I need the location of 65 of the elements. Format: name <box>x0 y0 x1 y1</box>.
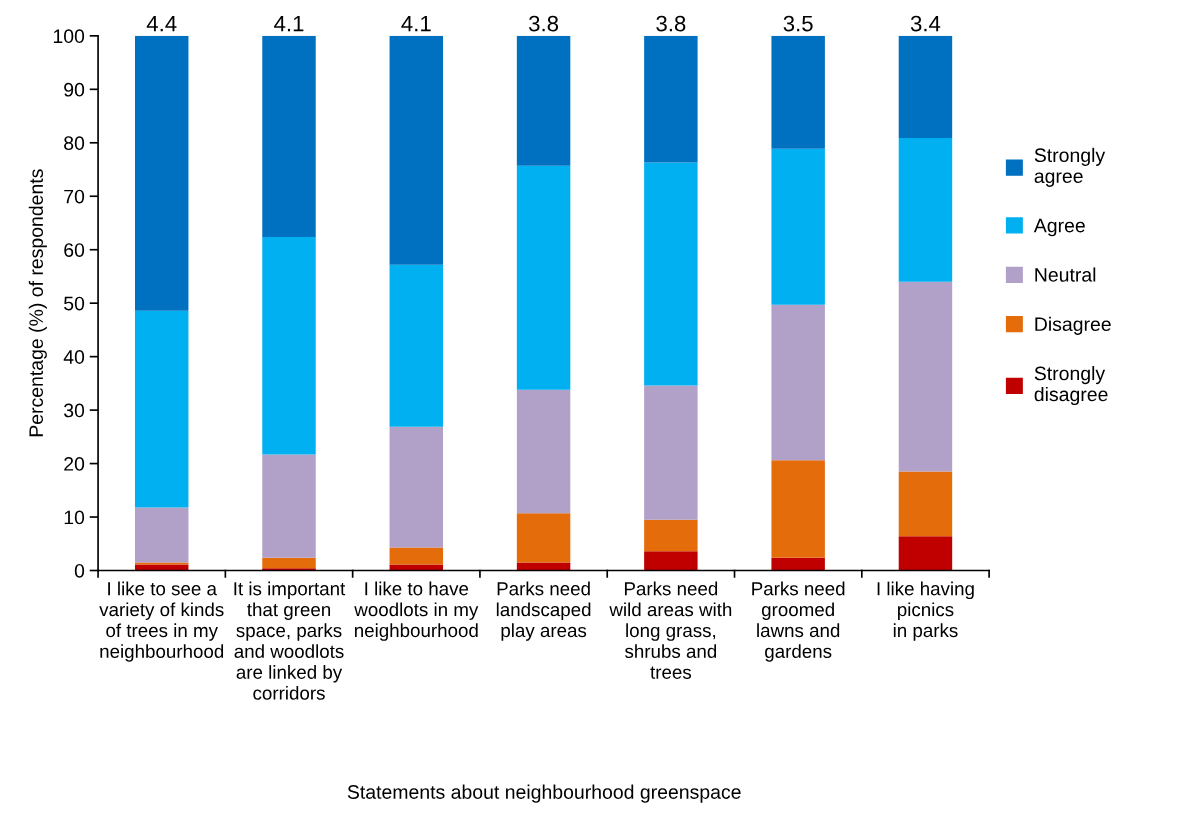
bar <box>134 310 189 508</box>
bar <box>771 304 825 461</box>
annotation: 3.8 <box>656 15 686 32</box>
bar <box>771 148 825 305</box>
bar <box>389 426 444 548</box>
bar <box>262 454 316 558</box>
annotation: 4.1 <box>274 15 304 32</box>
bar <box>644 35 698 163</box>
annotation: 3.4 <box>910 15 941 32</box>
bar <box>262 236 316 455</box>
y-axis-title: Percentage (%) of respondents <box>28 169 47 437</box>
y-tick-label: 60 <box>64 243 85 257</box>
bar <box>516 513 571 563</box>
bar <box>644 519 698 552</box>
x-tick-label: Parks need groomed lawns and gardens <box>752 581 845 662</box>
x-tick-label: It is important that green space, parks and woodlots are linked by corridors <box>234 581 346 700</box>
bar <box>898 281 953 472</box>
bar <box>262 568 316 571</box>
bar <box>516 389 571 514</box>
bar <box>389 547 444 565</box>
bar <box>771 557 825 571</box>
y-tick-label: 100 <box>53 29 85 44</box>
bar <box>134 35 189 311</box>
y-tick-label: 10 <box>64 510 85 525</box>
annotation: 4.4 <box>146 15 177 32</box>
bar <box>898 137 953 282</box>
legend-label: Strongly disagree <box>1034 366 1108 406</box>
bar <box>898 35 953 138</box>
y-tick-label: 20 <box>64 457 85 471</box>
bar <box>134 507 189 563</box>
x-tick-label: I like to have woodlots in my neighbourhood <box>354 581 479 641</box>
legend-label: Neutral <box>1035 267 1096 282</box>
y-tick-label: 40 <box>63 350 85 364</box>
x-tick-label: I like to see a variety of kinds of trees in my neighbourhood <box>99 581 224 662</box>
bar <box>389 35 444 265</box>
y-tick-label: 90 <box>64 82 85 97</box>
bar <box>134 562 189 565</box>
bar <box>898 471 953 537</box>
bar <box>644 551 698 571</box>
bar <box>262 557 316 569</box>
legend-label: Disagree <box>1035 316 1111 335</box>
y-tick-label: 0 <box>74 563 85 578</box>
x-tick-label: Parks need landscaped play areas <box>496 581 591 641</box>
annotation: 4.1 <box>401 15 431 32</box>
x-tick-label: I like having picnics in parks <box>877 581 974 641</box>
bar <box>771 460 825 558</box>
y-tick-label: 50 <box>64 296 85 311</box>
bar <box>516 35 571 166</box>
y-tick-label: 70 <box>64 189 85 204</box>
y-tick-label: 30 <box>63 403 85 418</box>
bar <box>389 264 444 427</box>
annotation: 3.8 <box>528 15 559 32</box>
legend-label: Strongly agree <box>1034 147 1106 187</box>
x-axis-title: Statements about neighbourhood greenspace <box>347 784 741 803</box>
bar <box>262 35 316 237</box>
bar <box>644 385 698 520</box>
bar <box>516 165 571 390</box>
bar <box>771 35 825 149</box>
y-tick-label: 80 <box>64 136 85 151</box>
legend-label: Agree <box>1033 218 1085 237</box>
bar <box>898 536 953 571</box>
bar <box>644 162 698 386</box>
annotation: 3.5 <box>783 15 813 32</box>
bar <box>516 562 571 571</box>
x-tick-label: Parks need wild areas with long grass, shrubs and trees <box>609 581 732 679</box>
